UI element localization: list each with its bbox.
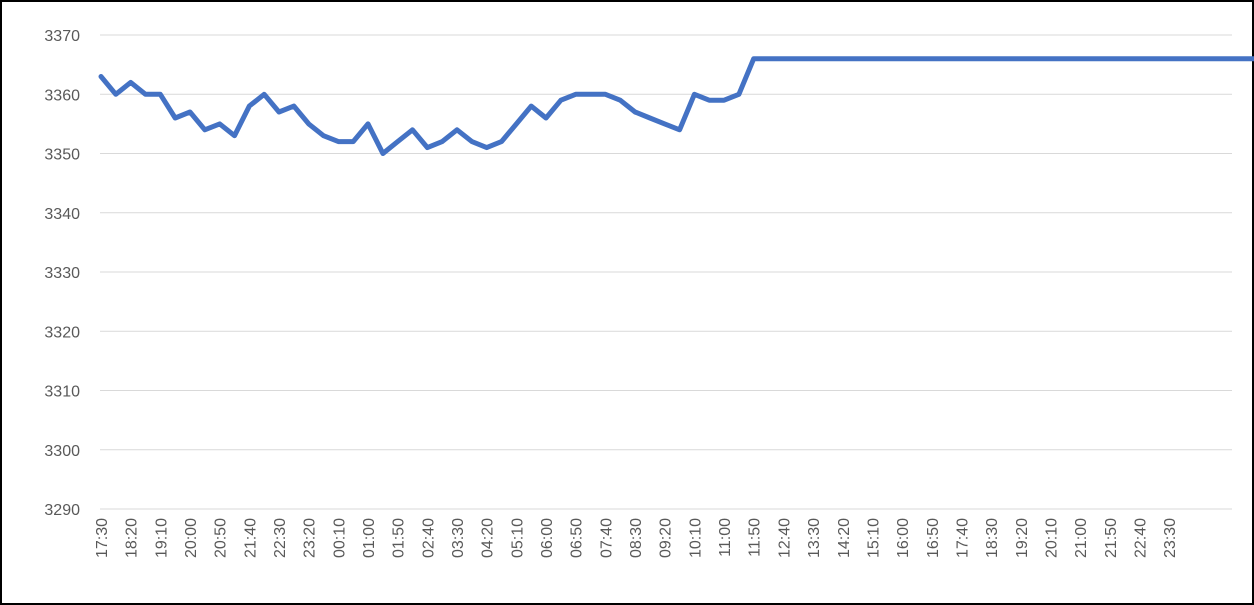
x-tick-label: 21:40 xyxy=(242,518,259,558)
x-tick-label: 04:20 xyxy=(480,518,497,558)
x-tick-label: 18:20 xyxy=(124,518,141,558)
x-tick-label: 22:30 xyxy=(272,518,289,558)
x-tick-label: 17:30 xyxy=(94,518,111,558)
x-tick-label: 12:40 xyxy=(776,518,793,558)
x-tick-label: 19:10 xyxy=(153,518,170,558)
series-lines xyxy=(98,56,1254,156)
x-tick-label: 16:50 xyxy=(925,518,942,558)
x-tick-label: 10:10 xyxy=(687,518,704,558)
x-tick-label: 11:50 xyxy=(747,518,764,557)
gridlines xyxy=(100,34,1232,510)
x-tick-label: 06:50 xyxy=(569,518,586,558)
y-axis-ticks: 3290 3300 3310 3320 3330 3340 3350 3360 3370 xyxy=(44,28,80,519)
x-tick-label: 23:30 xyxy=(1162,518,1179,558)
x-tick-label: 02:40 xyxy=(420,518,437,558)
x-tick-label: 16:00 xyxy=(895,518,912,558)
y-tick-label: 3370 xyxy=(44,28,80,45)
y-tick-label: 3300 xyxy=(44,443,80,460)
x-tick-label: 07:40 xyxy=(598,518,615,558)
x-tick-label: 08:30 xyxy=(628,518,645,558)
x-tick-label: 20:10 xyxy=(1043,518,1060,558)
series-line-0 xyxy=(98,56,1254,156)
x-tick-label: 14:20 xyxy=(836,518,853,558)
x-tick-label: 22:40 xyxy=(1132,518,1149,558)
x-tick-label: 18:30 xyxy=(984,518,1001,558)
x-axis-ticks: 17:30 18:20 19:10 20:00 20:50 21:40 22:30 23:20… xyxy=(94,518,1179,558)
x-tick-label: 21:50 xyxy=(1103,518,1120,558)
x-tick-label: 15:10 xyxy=(865,518,882,558)
x-tick-label: 20:00 xyxy=(183,518,200,558)
x-tick-label: 01:00 xyxy=(361,518,378,558)
x-tick-label: 06:00 xyxy=(539,518,556,558)
y-tick-label: 3350 xyxy=(44,147,80,164)
x-tick-label: 00:10 xyxy=(331,518,348,558)
y-tick-label: 3310 xyxy=(44,384,80,401)
x-tick-label: 11:00 xyxy=(717,518,734,557)
x-tick-label: 17:40 xyxy=(954,518,971,558)
x-tick-label: 19:20 xyxy=(1014,518,1031,558)
y-tick-label: 3290 xyxy=(44,502,80,519)
x-tick-label: 09:20 xyxy=(658,518,675,558)
x-tick-label: 23:20 xyxy=(302,518,319,558)
y-tick-label: 3340 xyxy=(44,206,80,223)
x-tick-label: 05:10 xyxy=(509,518,526,558)
y-tick-label: 3320 xyxy=(44,324,80,341)
x-tick-label: 21:00 xyxy=(1073,518,1090,558)
x-tick-label: 01:50 xyxy=(391,518,408,558)
x-tick-label: 13:30 xyxy=(806,518,823,558)
y-tick-label: 3360 xyxy=(44,87,80,104)
y-tick-label: 3330 xyxy=(44,265,80,282)
x-tick-label: 20:50 xyxy=(213,518,230,558)
x-tick-label: 03:30 xyxy=(450,518,467,558)
